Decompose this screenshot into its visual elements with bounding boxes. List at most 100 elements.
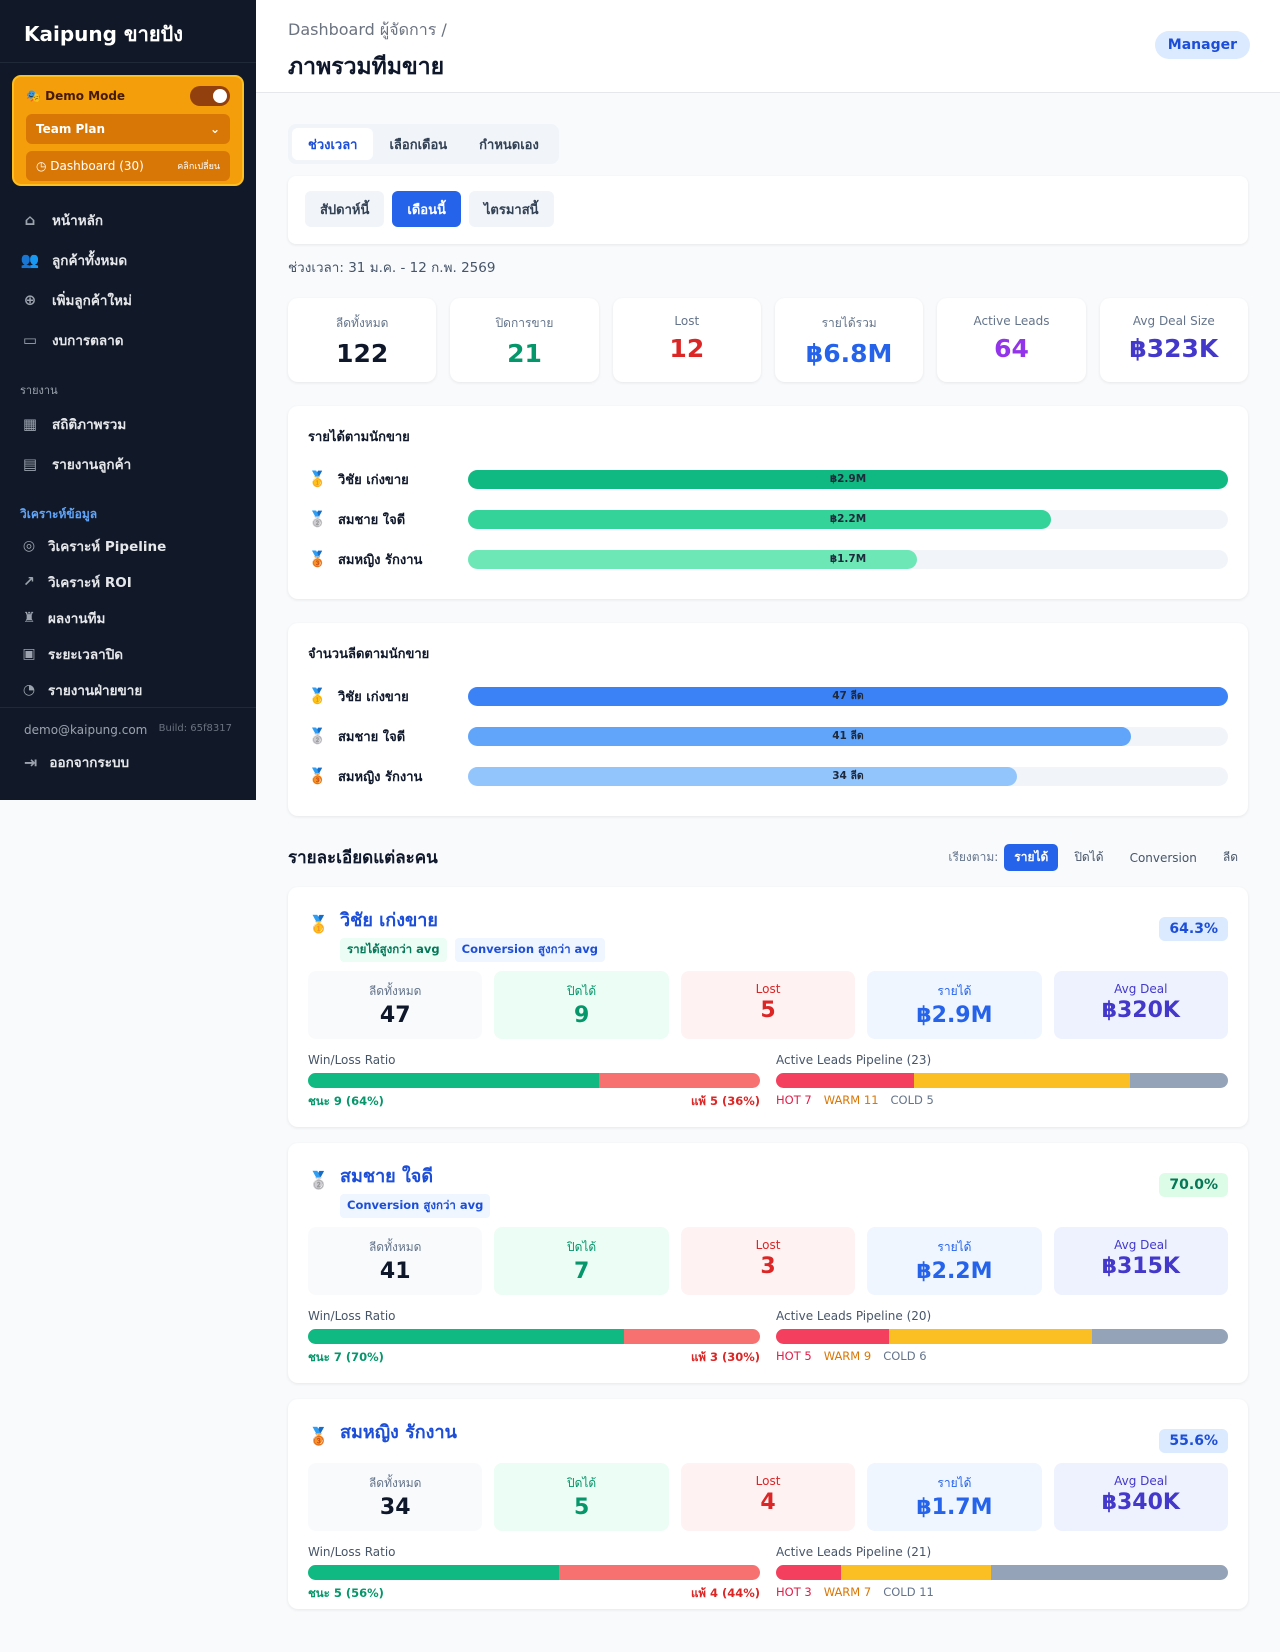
sidebar-item-label: เพิ่มลูกค้าใหม่ [52,293,132,309]
tab-0[interactable]: ช่วงเวลา [292,128,374,160]
details-header: รายละเอียดแต่ละคน เรียงตาม: รายได้ ปิดได้ C… [288,844,1248,871]
sidebar-item-pie[interactable]: ◔ รายงานฝ่ายขาย [0,672,256,708]
tab-1[interactable]: เลือกเดือน [389,137,448,153]
person-stats: ลีดทั้งหมด 47 ปิดได้ 9 Lost 5 รายได้ ฿2.9M Avg D… [308,971,1229,1039]
hot-segment [776,1073,914,1088]
person-name[interactable]: สมหญิง รักงาน [340,1422,457,1443]
bar-row: 🥈 สมชาย ใจดี 41 ลีด [308,716,1228,756]
sidebar-item-user-plus[interactable]: ⊕ เพิ่มลูกค้าใหม่ [0,280,256,320]
wallet-icon: ▭ [22,331,38,349]
bar-label: 34 ลีด [832,769,864,782]
period-tabs: ช่วงเวลา เลือกเดือน กำหนดเอง [288,124,559,164]
person-bars: Win/Loss Ratio ชนะ 9 (64%) แพ้ 5 (36%) Acti… [308,1053,1228,1111]
dashboard-switch-hint: คลิกเปลี่ยน [177,162,220,172]
sort-controls: เรียงตาม: รายได้ ปิดได้ Conversion ลีด [948,844,1248,871]
sidebar-item-trend[interactable]: ↗ วิเคราะห์ ROI [0,564,256,600]
win-loss-bar [308,1565,760,1580]
chevron-down-icon: ⌄ [209,122,220,136]
range-button-1[interactable]: เดือนนี้ [392,191,461,227]
bar-row: 🥉 สมหญิง รักงาน ฿1.7M [308,539,1228,579]
medal-icon: 🥇 [308,915,330,935]
win-segment [308,1329,625,1344]
warm-segment [889,1329,1093,1344]
breadcrumb: Dashboard ผู้จัดการ / [288,18,1248,43]
pipeline: Active Leads Pipeline (23) HOT 7 WARM 11 CO… [776,1053,1228,1111]
win-loss: Win/Loss Ratio ชนะ 7 (70%) แพ้ 3 (30%) [308,1309,760,1367]
demo-mode-toggle[interactable] [190,86,230,106]
bar-label: 47 ลีด [832,689,864,702]
target-icon: ◎ [22,538,36,554]
breadcrumb-dashboard[interactable]: Dashboard ผู้จัดการ [288,20,437,39]
sidebar-item-briefcase[interactable]: ▣ ระยะเวลาปิด [0,636,256,672]
bar-label: 41 ลีด [832,729,864,742]
stat-box: ปิดได้ 7 [494,1227,669,1295]
person-tags: Conversion สูงกว่า avg [340,1194,491,1218]
warm-segment [913,1073,1130,1088]
stat-box: รายได้ ฿2.2M [867,1227,1042,1295]
kpi-card: ลีดทั้งหมด 122 [288,298,437,382]
sort-option-0[interactable]: รายได้ [1004,844,1059,871]
logout-button[interactable]: ⇥ ออกจากระบบ [24,751,232,773]
plan-select[interactable]: Team Plan ⌄ [26,114,230,144]
rep-name: วิชัย เก่งขาย [338,472,409,488]
kpi-value: 64 [994,334,1029,363]
clock-icon: ◷ [36,159,51,173]
plan-select-value: Team Plan [36,122,106,136]
stat-value: 3 [760,1254,776,1279]
stat-box: Avg Deal ฿340K [1053,1463,1229,1531]
kpi-value: 12 [669,334,705,363]
tag: รายได้สูงกว่า avg [340,938,447,962]
sidebar-item-target[interactable]: ◎ วิเคราะห์ Pipeline [0,528,256,564]
bar-row: 🥉 สมหญิง รักงาน 34 ลีด [308,756,1228,796]
kpi-value: ฿323K [1129,334,1219,363]
win-label: ชนะ 7 (70%) [308,1350,384,1364]
kpi-row: ลีดทั้งหมด 122 ปิดการขาย 21 Lost 12 รายได้รวม฿… [288,298,1248,382]
win-label: ชนะ 9 (64%) [308,1094,384,1108]
person-name[interactable]: วิชัย เก่งขาย [340,910,438,931]
trend-icon: ↗ [23,574,35,590]
medal-icon: 🥈 [308,1171,330,1191]
sidebar-item-grid[interactable]: ▦ สถิติภาพรวม [0,404,256,444]
range-button-0[interactable]: สัปดาห์นี้ [305,191,385,227]
win-loss-title: Win/Loss Ratio [308,1545,396,1559]
leads-by-rep-title: จำนวนลีดตามนักขาย [308,647,430,662]
sidebar-item-users[interactable]: 👥 ลูกค้าทั้งหมด [0,240,256,280]
sort-option-1[interactable]: ปิดได้ [1064,844,1114,871]
users-icon: 👥 [20,251,40,269]
stat-box: ลีดทั้งหมด 34 [308,1463,483,1531]
brand-logo: Kaipung ขายปัง [0,0,256,63]
build-version: Build: 65f8317 [158,723,232,734]
stat-value: 9 [573,1003,590,1028]
stat-box: ลีดทั้งหมด 41 [308,1227,483,1295]
stat-label: ปิดได้ [566,1240,597,1254]
win-loss-title: Win/Loss Ratio [308,1309,396,1323]
bar-fill [468,549,918,569]
sort-option-2[interactable]: Conversion [1119,846,1207,869]
sidebar-item-trophy[interactable]: ♜ ผลงานทีม [0,600,256,636]
sidebar-item-home[interactable]: ⌂ หน้าหลัก [0,200,256,240]
kpi-label: ปิดการขาย [495,316,554,330]
range-text: ช่วงเวลา: 31 ม.ค. - 12 ก.พ. 2569 [288,260,496,276]
kpi-label: รายได้รวม [821,316,877,330]
bar-row: 🥇 วิชัย เก่งขาย ฿2.9M [308,459,1228,499]
sidebar-item-wallet[interactable]: ▭ งบการตลาด [0,320,256,360]
range-button-2[interactable]: ไตรมาสนี้ [468,191,554,227]
person-stats: ลีดทั้งหมด 41 ปิดได้ 7 Lost 3 รายได้ ฿2.2M Avg D… [308,1227,1229,1295]
cold-segment [991,1565,1228,1580]
person-header: 🥇 วิชัย เก่งขาย รายได้สูงกว่า avg Conversio… [308,905,1228,963]
stat-box: ลีดทั้งหมด 47 [308,971,483,1039]
person-name[interactable]: สมชาย ใจดี [340,1166,434,1187]
sort-option-3[interactable]: ลีด [1212,844,1248,871]
sidebar-item-label: รายงานฝ่ายขาย [48,683,143,699]
medal-icon: 🥈 [308,727,327,745]
sidebar-item-label: รายงานลูกค้า [52,457,132,473]
sidebar-item-clipboard[interactable]: ▤ รายงานลูกค้า [0,444,256,484]
hot-label: HOT 3 [776,1585,812,1599]
win-segment [308,1565,560,1580]
pipeline-legend: HOT 3 WARM 7 COLD 11 [776,1585,1228,1599]
bar-label: ฿1.7M [829,552,867,565]
conversion-rate-badge: 55.6% [1159,1429,1228,1453]
dashboard-switch[interactable]: ◷ Dashboard (30) คลิกเปลี่ยน [26,151,230,181]
tab-2[interactable]: กำหนดเอง [479,137,539,153]
win-label: ชนะ 5 (56%) [308,1586,384,1600]
